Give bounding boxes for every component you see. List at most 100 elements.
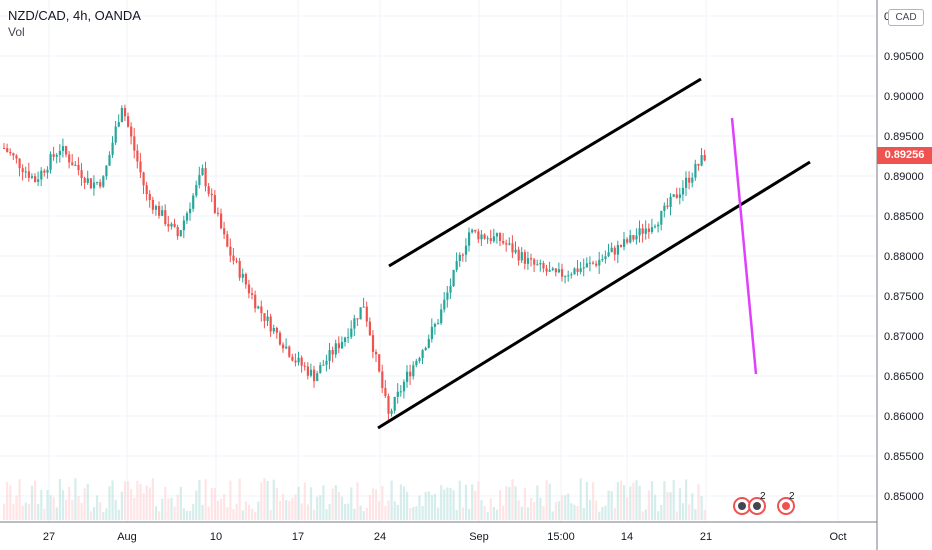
candle-body (207, 186, 210, 194)
time-tick-label: 14 (621, 531, 633, 543)
candle-body (210, 193, 213, 196)
candle-body (111, 142, 114, 155)
candle-body (123, 108, 127, 117)
candle-body (421, 350, 424, 359)
time-tick-label: 10 (210, 531, 222, 543)
volume-bar (678, 488, 681, 520)
volume-bar (269, 509, 272, 520)
candle-body (545, 268, 548, 272)
candle-body (517, 249, 520, 261)
volume-bar (619, 480, 623, 520)
candle-body (548, 270, 551, 272)
volume-bar (685, 479, 688, 520)
time-axis[interactable]: 27 Aug 10 17 24 Sep 15:00 14 21 Oct (43, 531, 847, 543)
volume-bar (635, 480, 638, 520)
candle-body (229, 246, 232, 256)
candle-body (306, 366, 309, 376)
volume-bar (136, 480, 139, 520)
volume-bar (247, 504, 251, 520)
channel-lower-line[interactable] (377, 160, 811, 430)
volume-bar (133, 497, 136, 520)
volume-bar (545, 479, 548, 520)
price-tick-label: 0.89000 (884, 171, 924, 183)
volume-bar (291, 497, 294, 520)
volume-bar (102, 511, 105, 520)
currency-badge[interactable]: CAD (888, 9, 924, 26)
candle-body (37, 179, 40, 182)
volume-bar (474, 490, 477, 520)
projection-line[interactable] (730, 117, 758, 375)
candle-body (266, 316, 269, 321)
volume-bar (201, 504, 204, 520)
volume-bar (427, 491, 430, 520)
candle-body (672, 194, 675, 197)
channel-upper-line[interactable] (388, 77, 702, 268)
time-tick-label: Sep (469, 531, 489, 543)
candle-body (65, 146, 68, 155)
candle-body (427, 339, 430, 348)
volume-bar (700, 496, 703, 520)
volume-label[interactable]: Vol (8, 25, 25, 39)
volume-bar (477, 481, 480, 520)
candle-body (133, 136, 136, 151)
candle-body (691, 177, 694, 183)
volume-bar (241, 510, 244, 520)
price-tick-label: 0.89500 (884, 131, 924, 143)
event-flag-icon (738, 502, 746, 510)
candle-body (49, 154, 52, 170)
volume-bar (458, 480, 461, 520)
candle-body (471, 229, 474, 233)
candle-body (46, 169, 49, 173)
volume-bar (303, 482, 306, 520)
candle-body (564, 275, 567, 277)
candle-body (108, 154, 111, 166)
volume-bar (409, 508, 412, 520)
candle-body (263, 313, 266, 321)
candle-body (30, 176, 34, 178)
candle-body (325, 360, 328, 365)
candle-body (700, 155, 703, 166)
candle-body (654, 226, 657, 228)
volume-bar (130, 488, 133, 520)
volume-bar (285, 500, 288, 520)
volume-bar (266, 480, 269, 520)
volume-bar (638, 485, 641, 520)
volume-bar (371, 488, 375, 520)
volume-bar (154, 506, 158, 520)
volume-bar (688, 504, 691, 520)
candle-body (359, 307, 362, 320)
candle-body (567, 275, 570, 277)
volume-bar (542, 506, 545, 520)
candle-body (158, 205, 161, 216)
volume-bar (86, 483, 89, 520)
volume-bar (198, 479, 201, 520)
volume-bar (551, 511, 554, 520)
volume-bar (3, 503, 6, 520)
candle-body (641, 228, 644, 234)
candle-body (244, 273, 247, 285)
event-flag-icon (782, 502, 790, 510)
candle-body (213, 195, 216, 213)
candle-body (511, 243, 514, 253)
events-markers[interactable]: 2 2 (733, 491, 795, 515)
volume-bar (189, 511, 192, 520)
candle-body (390, 410, 393, 414)
volume-bar (210, 487, 213, 520)
volume-bar (151, 478, 154, 520)
candle-body (182, 220, 185, 231)
volume-bar (105, 508, 108, 520)
volume-bar (601, 506, 604, 520)
candle-body (340, 341, 344, 349)
candle-body (588, 262, 592, 264)
candle-body (170, 223, 173, 227)
time-tick-label: 17 (292, 531, 304, 543)
volume-bar (9, 485, 12, 520)
volume-bar (142, 493, 145, 520)
volume-bar (520, 506, 523, 520)
candle-body (576, 268, 579, 272)
price-axis[interactable]: 0.910000.905000.900000.895000.890000.885… (884, 11, 924, 503)
symbol-title[interactable]: NZD/CAD, 4h, OANDA (8, 8, 141, 23)
volume-bar (647, 490, 650, 520)
candle-body (24, 171, 27, 173)
